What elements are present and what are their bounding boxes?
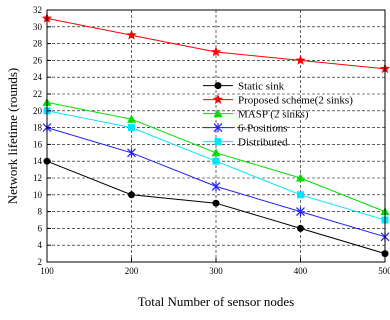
data-point-marker bbox=[212, 199, 220, 207]
data-point-marker bbox=[128, 124, 135, 132]
legend-label: Static sink bbox=[238, 81, 285, 93]
x-axis-title: Total Number of sensor nodes bbox=[138, 294, 295, 309]
data-point-marker bbox=[214, 138, 222, 146]
y-tick-label: 26 bbox=[33, 55, 43, 65]
y-tick-label: 32 bbox=[33, 5, 42, 15]
legend-label: MASP (2 sinks) bbox=[238, 109, 309, 121]
y-tick-label: 2 bbox=[38, 257, 43, 267]
data-point-marker bbox=[297, 224, 304, 232]
legend-item: Proposed scheme(2 sinks) bbox=[203, 94, 353, 107]
legend-item: MASP (2 sinks) bbox=[203, 109, 309, 121]
y-tick-label: 20 bbox=[33, 106, 43, 116]
legend-item: Static sink bbox=[203, 81, 285, 93]
y-tick-label: 14 bbox=[33, 156, 43, 166]
data-point-marker bbox=[213, 123, 223, 133]
y-tick-label: 30 bbox=[33, 22, 43, 32]
legend-label: Proposed scheme(2 sinks) bbox=[238, 95, 353, 107]
y-tick-label: 10 bbox=[33, 190, 43, 200]
data-point-marker bbox=[297, 191, 304, 199]
legend: Static sink Proposed scheme(2 sinks) MASP … bbox=[203, 81, 353, 149]
series-6-positions bbox=[42, 123, 390, 242]
data-point-marker bbox=[126, 29, 137, 40]
data-point-marker bbox=[210, 46, 222, 57]
x-tick-label: 200 bbox=[125, 266, 139, 276]
data-point-marker bbox=[214, 82, 222, 90]
y-tick-label: 12 bbox=[33, 173, 42, 183]
y-tick-label: 8 bbox=[38, 207, 43, 217]
x-tick-label: 400 bbox=[294, 266, 308, 276]
y-tick-label: 16 bbox=[33, 139, 43, 149]
x-tick-label: 500 bbox=[378, 266, 390, 276]
y-tick-label: 4 bbox=[38, 240, 43, 250]
data-point-marker bbox=[127, 114, 136, 123]
legend-item: 6-Positions bbox=[203, 123, 288, 135]
data-point-marker bbox=[296, 173, 305, 182]
data-point-marker bbox=[212, 94, 224, 104]
x-axis-ticks: 100 200 300 400 500 bbox=[40, 258, 390, 276]
legend-item: Distributed bbox=[203, 137, 288, 149]
data-point-marker bbox=[212, 157, 220, 165]
y-tick-label: 6 bbox=[38, 223, 43, 233]
grid bbox=[47, 10, 385, 262]
data-point-marker bbox=[127, 148, 136, 158]
y-tick-label: 24 bbox=[33, 72, 43, 82]
data-point-marker bbox=[295, 54, 306, 65]
legend-label: Distributed bbox=[238, 137, 288, 149]
data-point-marker bbox=[128, 191, 135, 199]
y-axis-title: Network lifetime (rounds) bbox=[5, 68, 20, 204]
data-point-marker bbox=[296, 207, 305, 217]
y-tick-label: 28 bbox=[33, 39, 43, 49]
x-tick-label: 100 bbox=[40, 266, 54, 276]
y-tick-label: 18 bbox=[33, 123, 43, 133]
legend-label: 6-Positions bbox=[238, 123, 288, 135]
y-tick-label: 22 bbox=[33, 89, 42, 99]
data-point-marker bbox=[213, 109, 223, 118]
data-point-marker bbox=[211, 148, 221, 157]
data-point-marker bbox=[211, 181, 221, 191]
x-tick-label: 300 bbox=[209, 266, 223, 276]
series-masp-2-sinks bbox=[42, 97, 390, 216]
